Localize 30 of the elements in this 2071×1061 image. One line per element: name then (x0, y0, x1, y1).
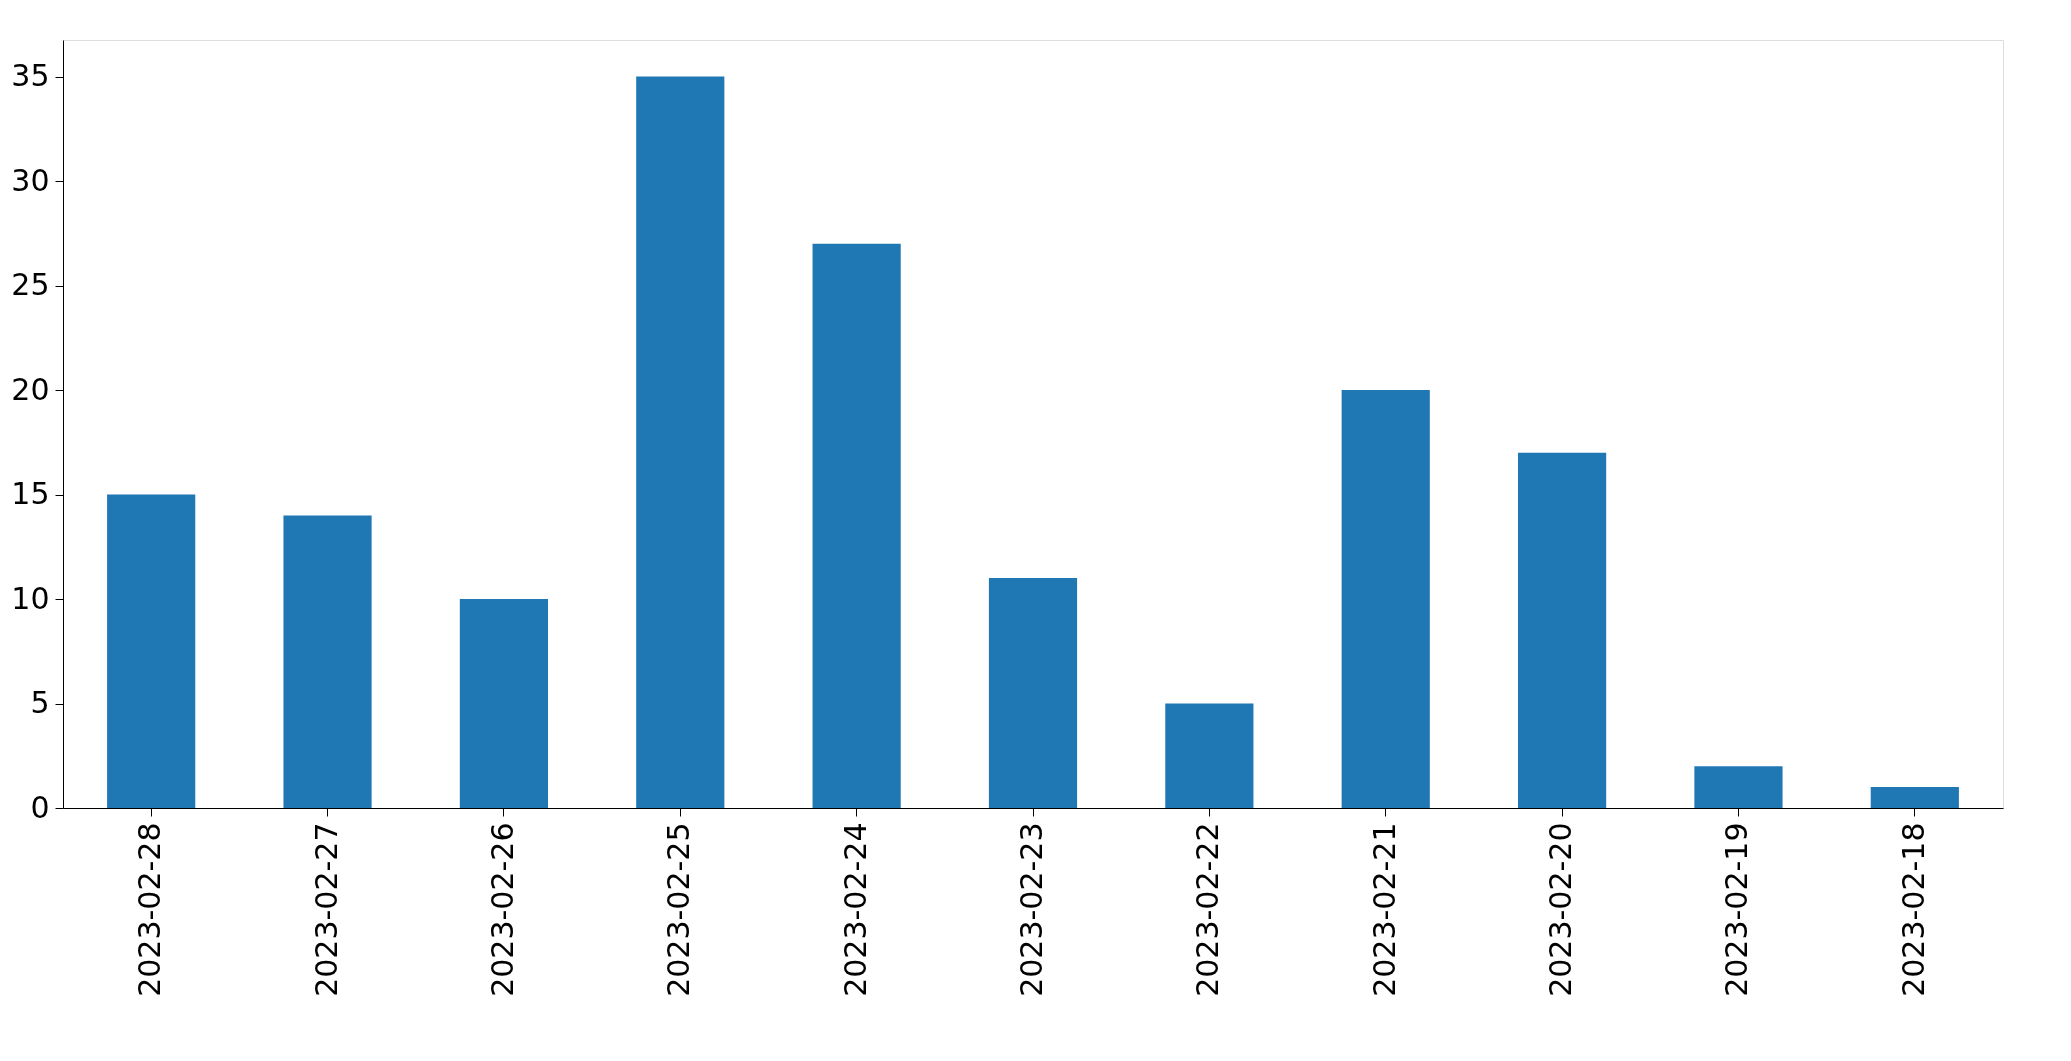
y-tick-label: 10 (11, 580, 50, 616)
x-tick-label: 2023-02-26 (484, 822, 520, 997)
x-tick-label: 2023-02-28 (132, 822, 168, 997)
bar (1341, 390, 1430, 808)
y-tick-label: 25 (11, 267, 50, 303)
x-tick-label: 2023-02-19 (1719, 822, 1755, 997)
bar (988, 578, 1078, 808)
bar (459, 599, 548, 808)
y-tick-label: 0 (30, 789, 50, 825)
bar (1518, 452, 1607, 808)
bar (636, 76, 725, 808)
y-tick-label: 5 (30, 685, 50, 721)
y-tick-label: 20 (11, 371, 50, 407)
bar (1165, 703, 1254, 808)
x-tick-label: 2023-02-24 (837, 822, 873, 997)
x-tick-label: 2023-02-20 (1543, 822, 1579, 997)
x-tick-label: 2023-02-27 (308, 822, 344, 997)
bar (283, 515, 372, 808)
x-tick-label: 2023-02-18 (1895, 822, 1931, 997)
bar (1870, 787, 1959, 808)
y-tick-label: 15 (11, 476, 50, 512)
x-tick-label: 2023-02-23 (1014, 822, 1049, 997)
x-tick-label: 2023-02-21 (1366, 822, 1402, 997)
bar (107, 494, 196, 808)
bar (812, 243, 901, 808)
x-tick-label: 2023-02-22 (1190, 822, 1226, 997)
x-tick-label: 2023-02-25 (661, 822, 697, 997)
y-tick-label: 30 (11, 162, 50, 198)
bar (1694, 766, 1783, 808)
y-tick-label: 35 (11, 58, 50, 94)
